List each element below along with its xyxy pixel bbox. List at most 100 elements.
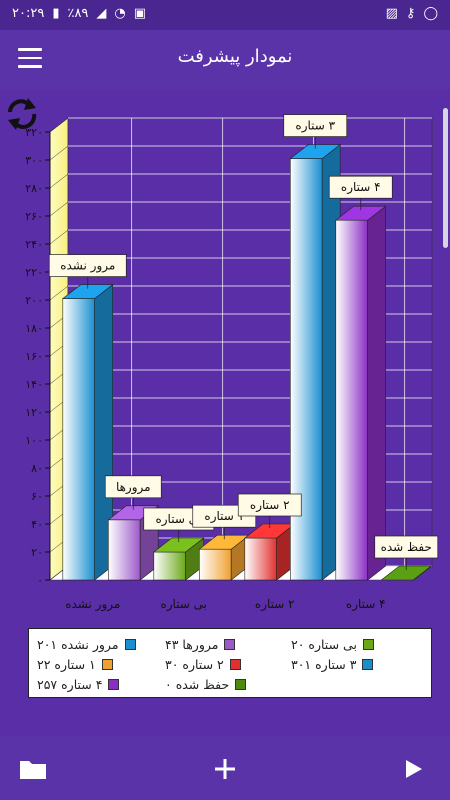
legend-label: ۱ ستاره ۲۲ bbox=[37, 657, 96, 672]
y-tick-label: ۸۰ bbox=[31, 462, 43, 475]
wifi-icon: ◔ bbox=[114, 6, 126, 21]
data-label: حفظ شده bbox=[374, 535, 439, 570]
folder-icon[interactable] bbox=[18, 754, 48, 784]
legend-item: بی ستاره ۲۰ bbox=[291, 637, 374, 652]
bar-front bbox=[335, 219, 368, 581]
legend-item: حفظ شده ۰ bbox=[165, 677, 247, 692]
legend-item: ۲ ستاره ۳۰ bbox=[165, 657, 241, 672]
grid-line bbox=[49, 145, 69, 161]
grid-line bbox=[49, 117, 69, 133]
y-tick-label: ۲۰ bbox=[31, 546, 43, 559]
legend-swatch bbox=[224, 639, 236, 650]
y-axis: ۰ ۲۰ ۴۰ ۶۰ ۸۰ ۱۰۰ ۱۲۰ ۱۴۰ ۱۶۰ ۱۸۰ ۲۰۰ ۲۲۰ ۲۴۰ ۲۶۰ ۲۸۰ ۳… bbox=[25, 126, 51, 587]
y-tick-label: ۲۸۰ bbox=[25, 182, 43, 195]
svg-text:مرور نشده: مرور نشده bbox=[60, 259, 115, 274]
page-title: نمودار پیشرفت bbox=[177, 46, 293, 67]
hamburger-menu-icon[interactable] bbox=[18, 48, 42, 70]
legend-label: حفظ شده ۰ bbox=[165, 677, 230, 692]
svg-text:۳ ستاره: ۳ ستاره bbox=[295, 119, 335, 134]
status-left: ۲۰:۲۹ ▮ ٪۸۹ ◢ ◔ ▣ bbox=[12, 6, 146, 21]
legend-label: ۴ ستاره ۲۵۷ bbox=[37, 677, 103, 692]
legend-label: بی ستاره ۲۰ bbox=[291, 637, 357, 652]
legend-label: ۲ ستاره ۳۰ bbox=[165, 657, 224, 672]
grid-line bbox=[49, 201, 69, 217]
bar-front bbox=[244, 537, 277, 581]
y-tick-label: ۶۰ bbox=[31, 490, 43, 503]
legend-swatch bbox=[124, 639, 136, 650]
y-tick-label: ۴۰ bbox=[31, 518, 43, 531]
svg-text:مرورها: مرورها bbox=[116, 480, 151, 495]
legend-item: مرور نشده ۲۰۱ bbox=[37, 637, 136, 652]
y-tick-label: ۰ bbox=[37, 574, 43, 587]
bar-0 bbox=[61, 283, 114, 581]
x-tick-label: مرور نشده bbox=[65, 597, 120, 612]
data-label: ۳ ستاره bbox=[283, 114, 348, 149]
svg-text:۱ ستاره: ۱ ستاره bbox=[204, 509, 244, 524]
y-tick-label: ۱۲۰ bbox=[25, 406, 43, 419]
y-tick-label: ۲۰۰ bbox=[25, 294, 43, 307]
y-tick-label: ۱۶۰ bbox=[25, 350, 43, 363]
y-tick-label: ۱۰۰ bbox=[25, 434, 43, 447]
bar-top bbox=[380, 565, 433, 581]
play-icon[interactable] bbox=[398, 754, 428, 784]
signal-icon: ◢ bbox=[96, 6, 107, 21]
y-tick-label: ۲۴۰ bbox=[25, 238, 43, 251]
legend-label: مرور نشده ۲۰۱ bbox=[37, 637, 119, 652]
svg-text:بی ستاره: بی ستاره bbox=[155, 512, 202, 527]
y-tick-label: ۲۲۰ bbox=[25, 266, 43, 279]
svg-text:۴ ستاره: ۴ ستاره bbox=[341, 180, 381, 195]
y-tick-label: ۲۶۰ bbox=[25, 210, 43, 223]
bar-top bbox=[289, 144, 342, 159]
legend-item: ۱ ستاره ۲۲ bbox=[37, 657, 113, 672]
y-tick-label: ۳۲۰ bbox=[25, 126, 43, 139]
chart-legend: مرور نشده ۲۰۱ مرورها ۴۳ بی ستاره ۲۰ ۱ ست… bbox=[28, 628, 432, 698]
plus-icon[interactable] bbox=[210, 754, 240, 784]
data-label: ۲ ستاره bbox=[237, 493, 302, 528]
bar-front bbox=[62, 298, 95, 581]
x-axis: مرور نشده بی ستاره ۲ ستاره ۴ ستاره bbox=[65, 597, 385, 612]
app-bar: نمودار پیشرفت bbox=[0, 30, 450, 90]
scrollbar-thumb[interactable] bbox=[443, 108, 448, 248]
legend-item: ۴ ستاره ۲۵۷ bbox=[37, 677, 120, 692]
legend-swatch bbox=[229, 659, 241, 670]
battery-level: ٪۸۹ bbox=[67, 6, 89, 21]
legend-swatch bbox=[235, 679, 247, 690]
legend-item: ۳ ستاره ۳۰۱ bbox=[291, 657, 374, 672]
x-tick-label: بی ستاره bbox=[160, 597, 207, 612]
y-tick-label: ۱۸۰ bbox=[25, 322, 43, 335]
legend-label: مرورها ۴۳ bbox=[165, 637, 219, 652]
progress-chart: ۰ ۲۰ ۴۰ ۶۰ ۸۰ ۱۰۰ ۱۲۰ ۱۴۰ ۱۶۰ ۱۸۰ ۲۰۰ ۲۲۰ ۲۴۰ ۲۶۰ ۲۸۰ ۳… bbox=[8, 98, 439, 612]
bar-front bbox=[153, 551, 186, 581]
whatsapp-icon: ◯ bbox=[423, 6, 438, 21]
bar-7 bbox=[380, 565, 433, 581]
image-icon: ▨ bbox=[385, 6, 398, 21]
refresh-icon[interactable] bbox=[8, 98, 37, 130]
y-tick-label: ۳۰۰ bbox=[25, 154, 43, 167]
bar-top bbox=[334, 205, 387, 221]
bar-front bbox=[199, 548, 232, 581]
data-label: ۴ ستاره bbox=[328, 175, 393, 211]
legend-item: مرورها ۴۳ bbox=[165, 637, 236, 652]
status-bar: ۲۰:۲۹ ▮ ٪۸۹ ◢ ◔ ▣ ▨ ⚷ ◯ bbox=[0, 0, 450, 30]
svg-text:حفظ شده: حفظ شده bbox=[381, 540, 432, 554]
legend-swatch bbox=[362, 639, 374, 650]
sd-card-icon: ▣ bbox=[133, 6, 147, 21]
bottom-bar bbox=[0, 736, 450, 800]
y-tick-label: ۱۴۰ bbox=[25, 378, 43, 391]
legend-label: ۳ ستاره ۳۰۱ bbox=[291, 657, 357, 672]
bar-front bbox=[108, 519, 141, 581]
grid-line bbox=[49, 285, 69, 301]
status-right: ▨ ⚷ ◯ bbox=[386, 6, 438, 21]
legend-swatch bbox=[362, 659, 374, 670]
bar-top bbox=[152, 537, 205, 553]
svg-text:۲ ستاره: ۲ ستاره bbox=[250, 498, 290, 513]
battery-icon: ▮ bbox=[52, 6, 60, 21]
bar-6 bbox=[334, 205, 387, 581]
grid-line bbox=[49, 229, 69, 245]
legend-swatch bbox=[101, 659, 113, 670]
data-label: مرورها bbox=[104, 475, 162, 510]
x-tick-label: ۲ ستاره bbox=[255, 597, 295, 612]
bar-side bbox=[367, 205, 386, 581]
legend-swatch bbox=[108, 679, 120, 690]
clock: ۲۰:۲۹ bbox=[12, 6, 45, 21]
